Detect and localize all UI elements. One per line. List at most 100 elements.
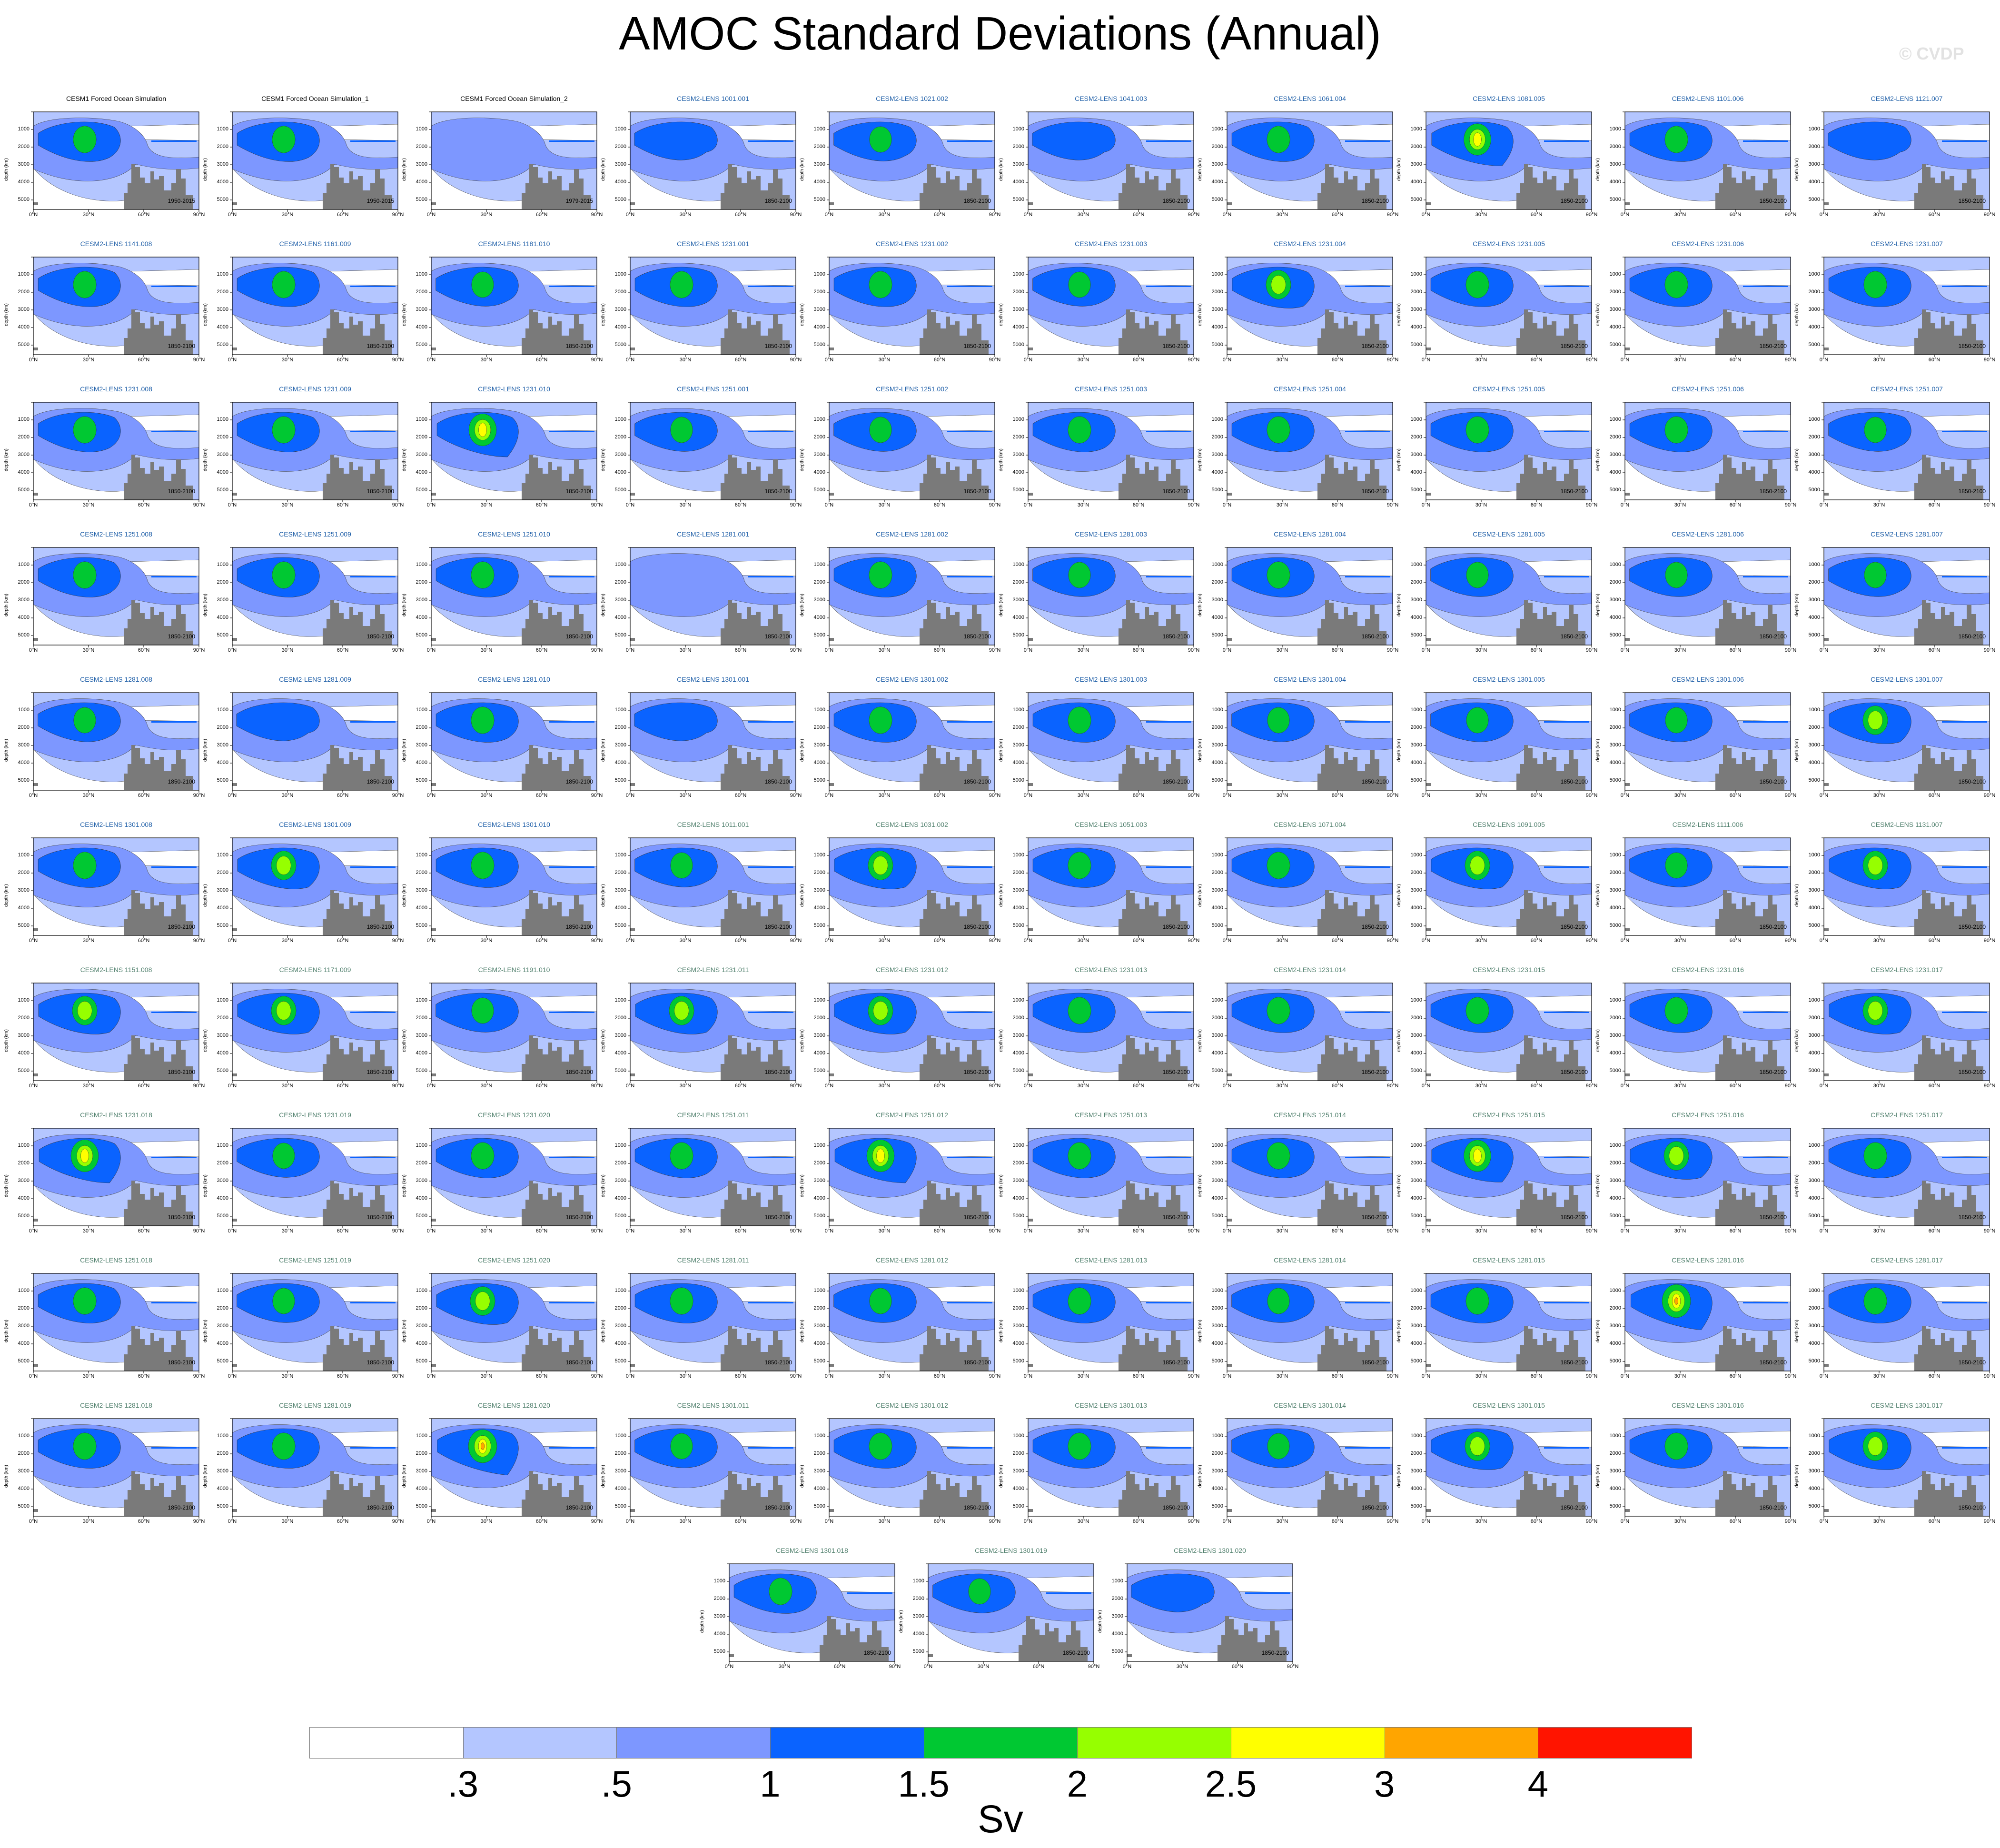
y-tick-label: 3000 xyxy=(813,1323,825,1329)
x-tick-label: 30°N xyxy=(878,1228,891,1234)
y-tick-label: 1000 xyxy=(1211,271,1223,277)
y-tick-label: 3000 xyxy=(217,742,228,748)
colorbar-tick-label: 1 xyxy=(760,1763,781,1805)
y-tick-label: 5000 xyxy=(813,923,825,928)
y-tick-label: 4000 xyxy=(1609,179,1621,185)
x-tick-label: 30°N xyxy=(1276,1519,1288,1524)
y-tick-label: 4000 xyxy=(1609,1195,1621,1201)
y-axis-title: depth (km) xyxy=(1198,739,1203,762)
amoc-panel: CESM2-LENS 1141.008 1000 2000 3000 4000 5000 0… xyxy=(0,240,205,393)
y-tick-label: 4000 xyxy=(1012,179,1024,185)
y-tick-label: 1000 xyxy=(1808,707,1820,713)
y-tick-label: 1000 xyxy=(1211,997,1223,1003)
y-axis-title: depth (km) xyxy=(1794,1320,1800,1342)
panel-title: CESM2-LENS 1281.019 xyxy=(279,1401,351,1409)
x-tick-label: 30°N xyxy=(1674,1373,1686,1379)
x-tick-label: 30°N xyxy=(1077,357,1089,363)
panel-title: CESM2-LENS 1231.008 xyxy=(80,385,152,393)
y-tick-label: 3000 xyxy=(18,1323,30,1329)
x-tick-label: 90°N xyxy=(889,1664,901,1669)
y-tick-label: 1000 xyxy=(18,1433,30,1439)
y-axis-title: depth (km) xyxy=(1794,303,1800,326)
y-tick-label: 1000 xyxy=(1211,126,1223,132)
y-tick-label: 4000 xyxy=(1410,179,1422,185)
y-tick-label: 5000 xyxy=(1410,197,1422,202)
x-tick-label: 30°N xyxy=(1674,502,1686,508)
y-tick-label: 5000 xyxy=(614,1503,626,1509)
amoc-panel: CESM2-LENS 1281.002 1000 2000 3000 4000 5000 0… xyxy=(796,530,1000,683)
x-tick-label: 30°N xyxy=(679,1228,692,1234)
x-tick-label: 90°N xyxy=(1188,938,1200,944)
y-tick-label: 2000 xyxy=(614,1451,626,1456)
x-tick-label: 90°N xyxy=(591,938,603,944)
panel-title: CESM1 Forced Ocean Simulation_1 xyxy=(261,95,369,102)
panel-title: CESM2-LENS 1301.016 xyxy=(1672,1401,1744,1409)
y-tick-label: 4000 xyxy=(416,1486,427,1491)
x-tick-label: 90°N xyxy=(193,1373,205,1379)
colorbar-tick-label: 2.5 xyxy=(1205,1763,1257,1805)
y-tick-label: 4000 xyxy=(217,1050,228,1056)
y-tick-label: 5000 xyxy=(416,487,427,493)
x-tick-label: 60°N xyxy=(1928,1373,1941,1379)
y-tick-label: 3000 xyxy=(813,597,825,603)
amoc-panel: CESM2-LENS 1121.007 1000 2000 3000 4000 5000 0… xyxy=(1791,95,1995,248)
amoc-panel: CESM2-LENS 1011.001 1000 2000 3000 4000 5000 0… xyxy=(597,821,802,974)
x-tick-label: 30°N xyxy=(281,212,294,218)
y-tick-label: 5000 xyxy=(217,1213,228,1219)
x-tick-label: 30°N xyxy=(1873,647,1885,653)
panel-title: CESM2-LENS 1301.006 xyxy=(1672,676,1744,683)
y-tick-label: 3000 xyxy=(1012,1178,1024,1183)
x-tick-label: 90°N xyxy=(1784,212,1797,218)
y-tick-label: 2000 xyxy=(813,1160,825,1166)
y-tick-label: 1000 xyxy=(1808,1143,1820,1148)
x-tick-label: 90°N xyxy=(1784,793,1797,798)
panel-title: CESM2-LENS 1251.017 xyxy=(1871,1111,1943,1119)
y-tick-label: 2000 xyxy=(1211,870,1223,875)
x-tick-label: 0°N xyxy=(1023,1228,1033,1234)
y-tick-label: 1000 xyxy=(912,1578,924,1584)
y-tick-label: 4000 xyxy=(1410,324,1422,330)
period-label: 1850-2100 xyxy=(565,1359,593,1366)
y-axis-title: depth (km) xyxy=(1794,448,1800,471)
amoc-panel: CESM2-LENS 1231.011 1000 2000 3000 4000 5000 0… xyxy=(597,966,802,1119)
x-tick-label: 30°N xyxy=(1475,1083,1487,1089)
y-tick-label: 4000 xyxy=(416,905,427,911)
y-axis-title: depth (km) xyxy=(800,1029,805,1052)
panel-title: CESM2-LENS 1081.005 xyxy=(1473,95,1545,102)
panel-plot xyxy=(1026,1418,1194,1519)
y-axis-title: depth (km) xyxy=(601,158,606,181)
y-tick-label: 2000 xyxy=(1808,1451,1820,1456)
y-axis-title: depth (km) xyxy=(203,303,208,326)
amoc-panel: CESM2-LENS 1281.010 1000 2000 3000 4000 5000 0… xyxy=(398,676,603,828)
x-tick-label: 0°N xyxy=(29,502,38,508)
panel-plot xyxy=(1225,1418,1393,1519)
y-tick-label: 4000 xyxy=(813,324,825,330)
x-tick-label: 0°N xyxy=(1819,502,1829,508)
panel-plot xyxy=(628,1273,796,1373)
y-tick-label: 3000 xyxy=(1410,742,1422,748)
panel-plot xyxy=(1424,692,1592,793)
y-tick-label: 3000 xyxy=(1410,597,1422,603)
x-tick-label: 30°N xyxy=(1077,793,1089,798)
y-tick-label: 4000 xyxy=(1808,1050,1820,1056)
y-tick-label: 4000 xyxy=(813,1050,825,1056)
amoc-panel: CESM2-LENS 1231.010 1000 2000 3000 4000 5000 0… xyxy=(398,385,603,538)
x-tick-label: 90°N xyxy=(1784,647,1797,653)
amoc-panel: CESM2-LENS 1251.014 1000 2000 3000 4000 5000 0… xyxy=(1194,1111,1398,1264)
y-tick-label: 2000 xyxy=(416,870,427,875)
y-tick-label: 3000 xyxy=(1410,161,1422,167)
x-tick-label: 30°N xyxy=(878,1083,891,1089)
cvdp-watermark: © CVDP xyxy=(1899,44,1964,63)
y-tick-label: 3000 xyxy=(1410,1033,1422,1038)
x-tick-label: 90°N xyxy=(1386,1083,1399,1089)
y-tick-label: 2000 xyxy=(217,870,228,875)
period-label: 1850-2100 xyxy=(963,1069,991,1075)
y-tick-label: 2000 xyxy=(1609,434,1621,440)
x-tick-label: 60°N xyxy=(535,793,548,798)
x-tick-label: 30°N xyxy=(480,1373,493,1379)
x-tick-label: 0°N xyxy=(1222,938,1232,944)
x-tick-label: 60°N xyxy=(1928,502,1941,508)
x-tick-label: 30°N xyxy=(1674,647,1686,653)
y-tick-label: 3000 xyxy=(1111,1613,1123,1619)
y-tick-label: 1000 xyxy=(813,852,825,858)
